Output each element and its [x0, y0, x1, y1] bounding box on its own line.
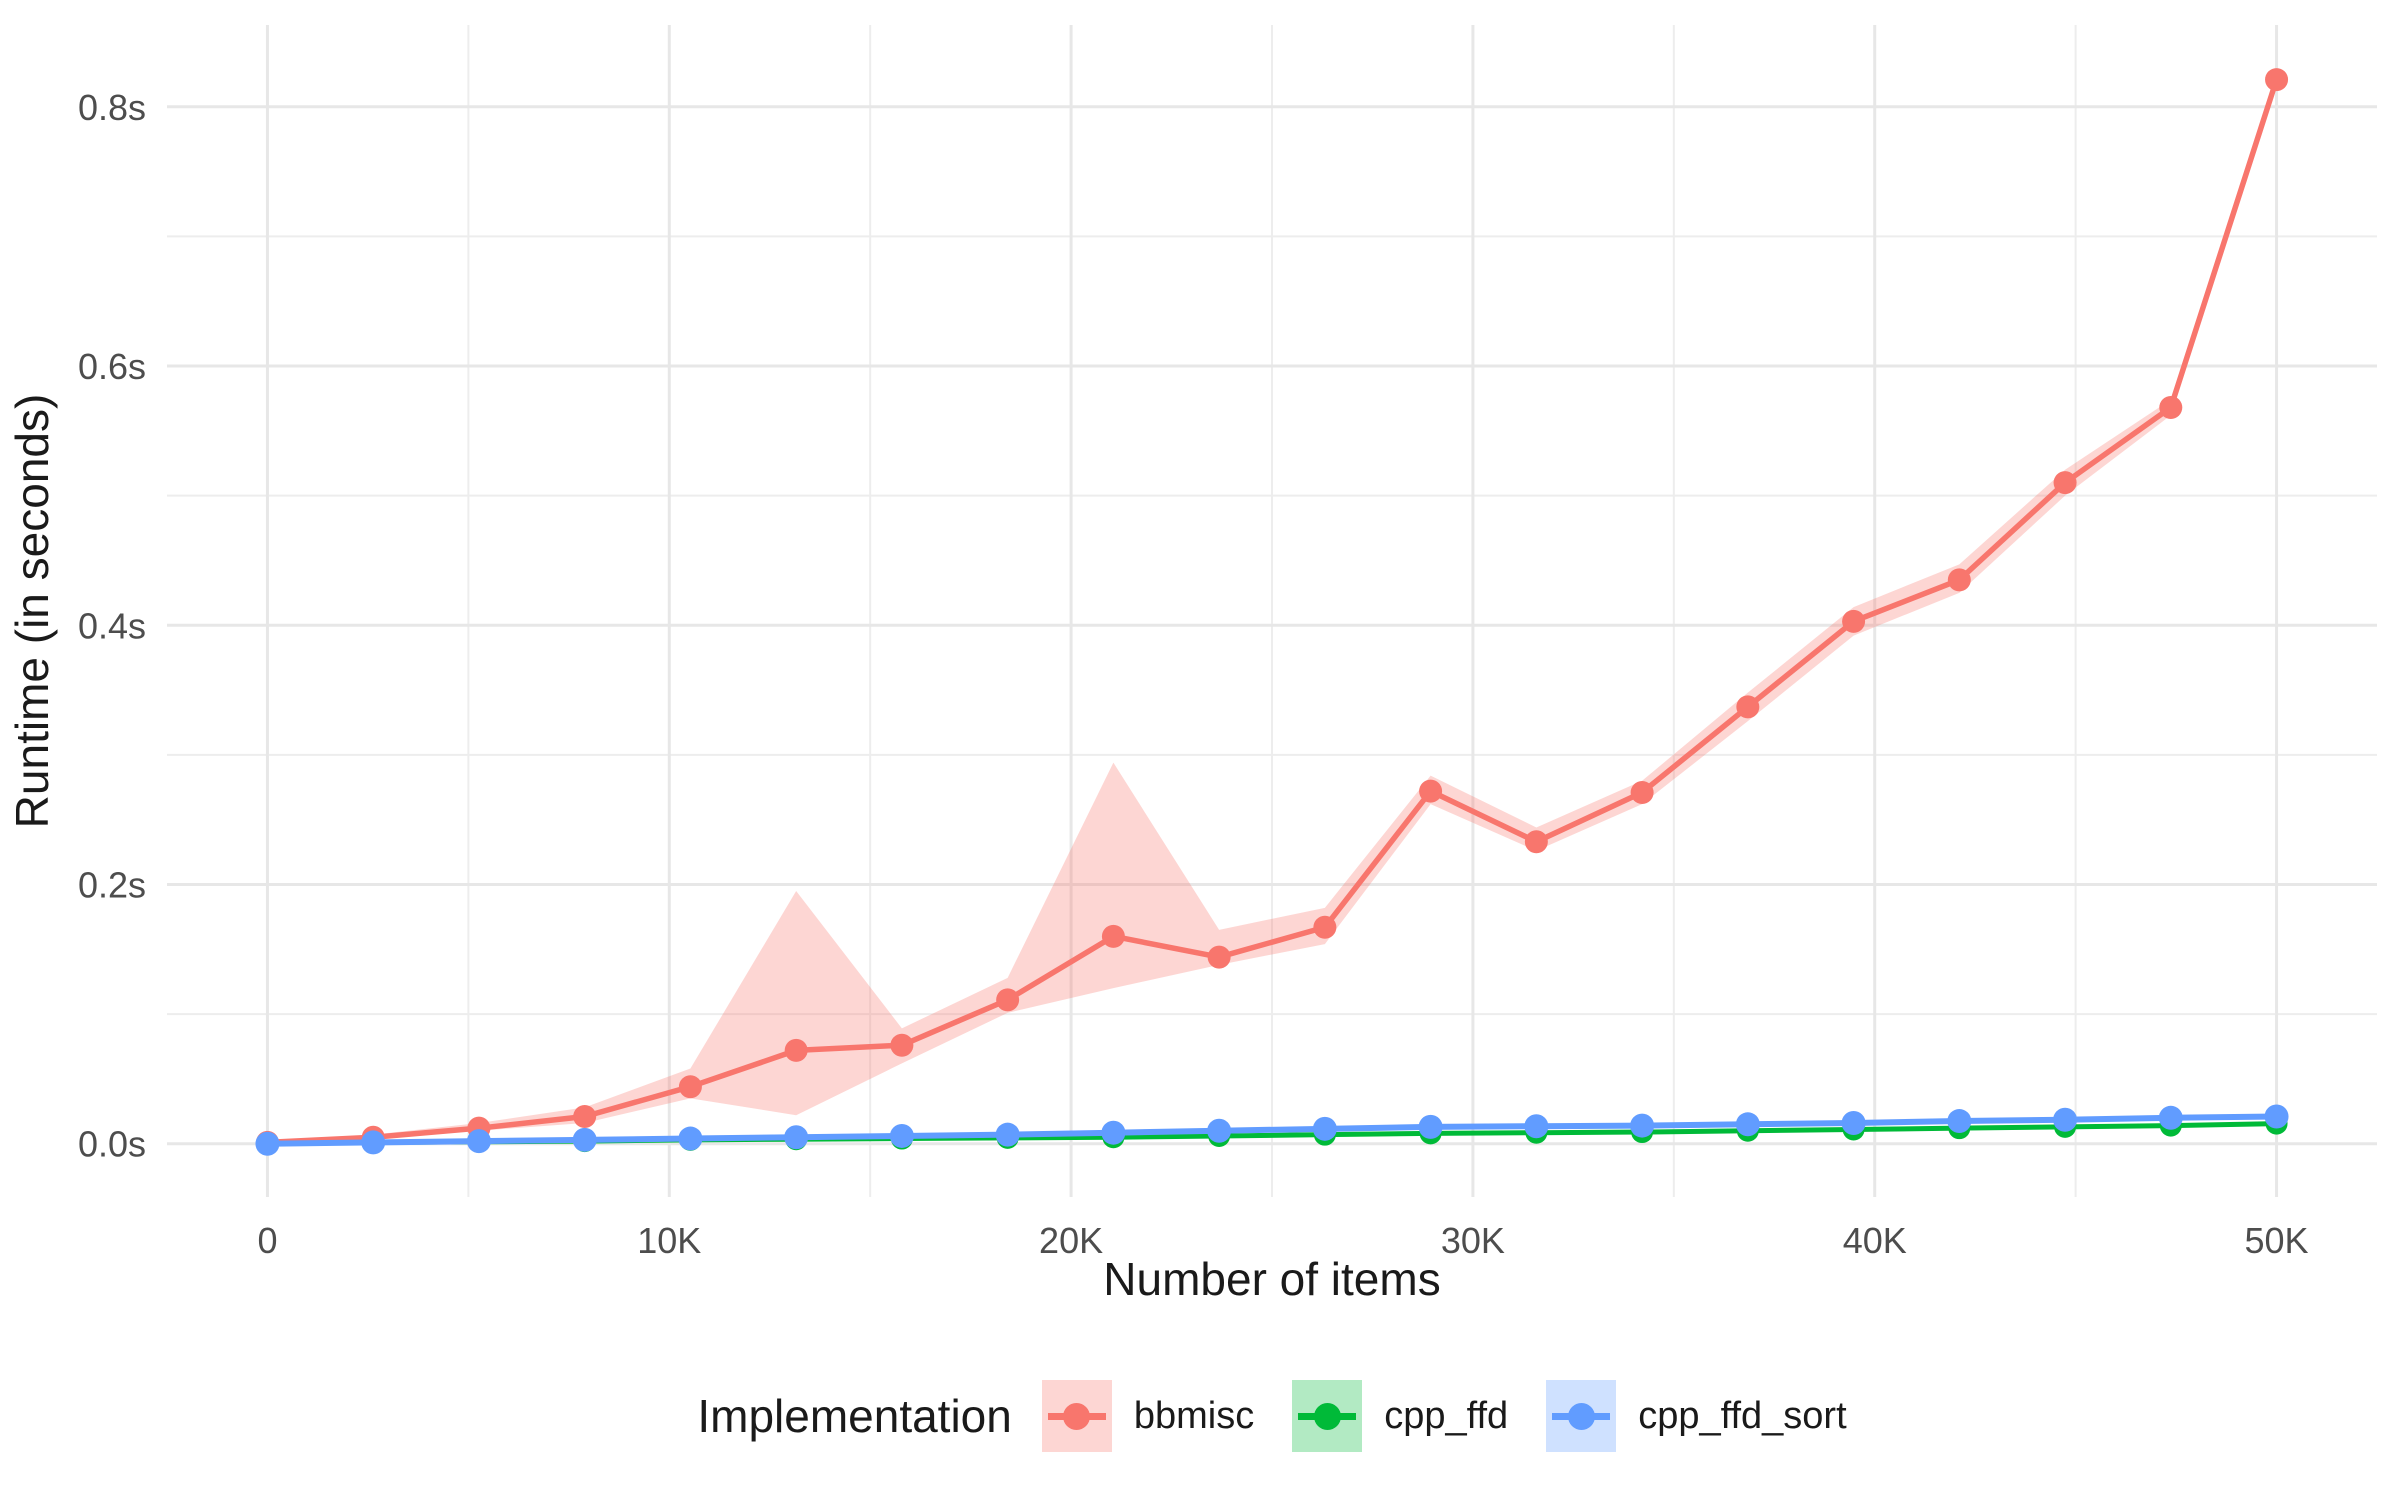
y-tick-label-0.6s: 0.6s — [78, 346, 146, 387]
legend-keys: bbmisc cpp_ffd cpp_ffd_sort — [1041, 1380, 1847, 1452]
x-tick-label-30K: 30K — [1441, 1220, 1505, 1261]
point-cpp_ffd_sort — [572, 1127, 597, 1152]
legend: Implementation bbmisc cpp_ffd cpp_ffd_sort — [167, 1374, 2377, 1458]
point-bbmisc — [1101, 924, 1125, 948]
point-cpp_ffd_sort — [1418, 1114, 1443, 1139]
point-bbmisc — [2159, 396, 2183, 420]
point-bbmisc — [1419, 779, 1443, 803]
y-tick-label-0.0s: 0.0s — [78, 1124, 146, 1165]
legend-key-cpp_ffd_sort: cpp_ffd_sort — [1546, 1380, 1847, 1452]
point-bbmisc — [1736, 695, 1760, 719]
point-bbmisc — [2053, 471, 2077, 495]
legend-label-cpp_ffd: cpp_ffd — [1384, 1394, 1509, 1437]
point-bbmisc — [1630, 780, 1654, 804]
x-tick-label-20K: 20K — [1039, 1220, 1103, 1261]
y-tick-label-0.4s: 0.4s — [78, 605, 146, 646]
point-bbmisc — [1947, 568, 1971, 592]
y-axis-title: Runtime (in seconds) — [6, 394, 58, 829]
y-tick-labels: 0.0s 0.2s 0.4s 0.6s 0.8s — [78, 87, 146, 1165]
y-tick-label-0.2s: 0.2s — [78, 864, 146, 905]
point-bbmisc — [573, 1105, 597, 1129]
point-cpp_ffd_sort — [1841, 1110, 1866, 1135]
line-cpp_ffd_sort — [264, 1113, 2280, 1147]
confidence-ribbons — [267, 75, 2277, 1143]
point-bbmisc — [1524, 830, 1548, 854]
point-cpp_ffd_sort — [678, 1126, 703, 1151]
point-cpp_ffd_sort — [1947, 1109, 1972, 1134]
legend-title: Implementation — [697, 1390, 1012, 1442]
legend-label-cpp_ffd_sort: cpp_ffd_sort — [1638, 1394, 1847, 1437]
point-cpp_ffd_sort — [1630, 1113, 1655, 1138]
point-cpp_ffd_sort — [2264, 1104, 2289, 1129]
legend-swatch-cpp_ffd_sort — [1546, 1380, 1617, 1452]
point-cpp_ffd_sort — [1312, 1116, 1337, 1141]
point-cpp_ffd_sort — [2053, 1107, 2078, 1132]
point-bbmisc — [1207, 945, 1231, 969]
point-cpp_ffd_sort — [466, 1129, 491, 1154]
legend-swatch-bbmisc — [1041, 1380, 1112, 1452]
point-cpp_ffd_sort — [1524, 1114, 1549, 1139]
legend-keydot-icon — [1313, 1402, 1341, 1430]
x-tick-label-0: 0 — [257, 1220, 277, 1261]
y-tick-label-0.8s: 0.8s — [78, 87, 146, 128]
point-cpp_ffd_sort — [1207, 1118, 1232, 1143]
point-cpp_ffd_sort — [784, 1125, 809, 1150]
point-cpp_ffd_sort — [995, 1122, 1020, 1147]
point-cpp_ffd_sort — [2158, 1105, 2183, 1130]
point-bbmisc — [996, 988, 1020, 1012]
x-tick-label-40K: 40K — [1843, 1220, 1907, 1261]
gridlines-minor — [167, 25, 2377, 1197]
point-bbmisc — [678, 1075, 702, 1099]
point-bbmisc — [784, 1038, 808, 1062]
point-bbmisc — [2265, 68, 2289, 92]
point-cpp_ffd_sort — [1101, 1120, 1126, 1145]
x-tick-labels: 0 10K 20K 30K 40K 50K — [257, 1220, 2308, 1261]
x-tick-label-10K: 10K — [637, 1220, 701, 1261]
legend-key-bbmisc: bbmisc — [1041, 1380, 1255, 1452]
series-lines — [264, 76, 2280, 1147]
line-bbmisc — [264, 76, 2280, 1146]
legend-label-bbmisc: bbmisc — [1133, 1394, 1255, 1437]
legend-keydot-icon — [1567, 1402, 1595, 1430]
point-cpp_ffd_sort — [889, 1123, 914, 1148]
legend-key-cpp_ffd: cpp_ffd — [1292, 1380, 1508, 1452]
point-cpp_ffd_sort — [361, 1130, 386, 1155]
point-bbmisc — [1313, 915, 1337, 939]
point-cpp_ffd_sort — [255, 1131, 280, 1156]
series-points — [255, 68, 2289, 1156]
legend-swatch-cpp_ffd — [1292, 1380, 1363, 1452]
point-cpp_ffd_sort — [1735, 1112, 1760, 1137]
point-bbmisc — [1842, 609, 1866, 633]
x-axis-title: Number of items — [1103, 1253, 1440, 1305]
x-tick-label-50K: 50K — [2245, 1220, 2309, 1261]
legend-keydot-icon — [1063, 1402, 1091, 1430]
ribbon-bbmisc — [267, 75, 2277, 1143]
point-bbmisc — [890, 1033, 914, 1057]
